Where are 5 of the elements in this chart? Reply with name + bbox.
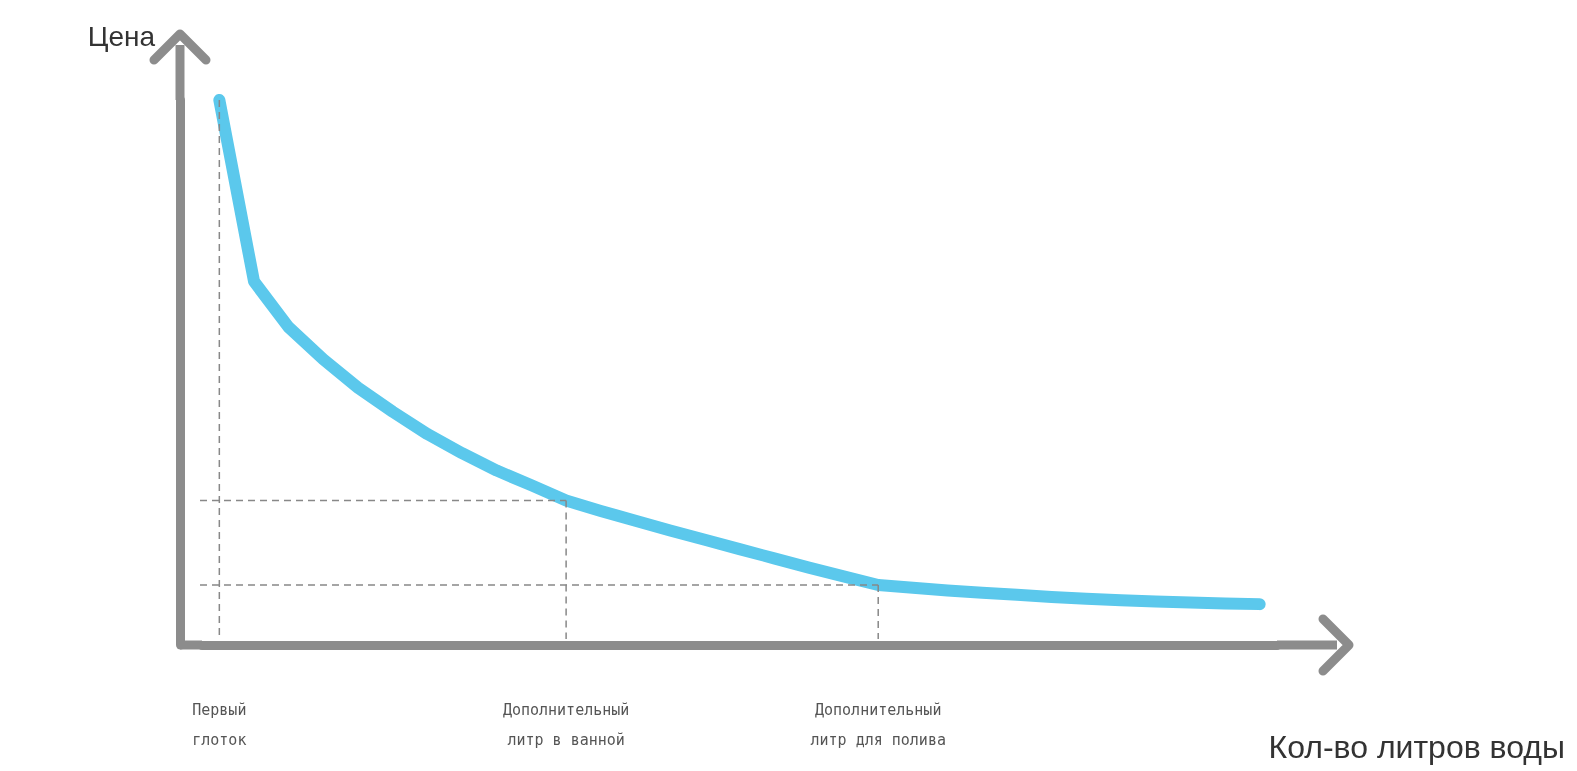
x-tick-label: Дополнительный литр в ванной: [502, 701, 630, 749]
x-tick-label: Первый глоток: [192, 701, 247, 749]
x-axis-title: Кол-во литров воды: [1268, 729, 1565, 765]
x-tick-label: Дополнительный литр для полива: [810, 701, 946, 749]
y-axis-title: Цена: [87, 20, 156, 52]
